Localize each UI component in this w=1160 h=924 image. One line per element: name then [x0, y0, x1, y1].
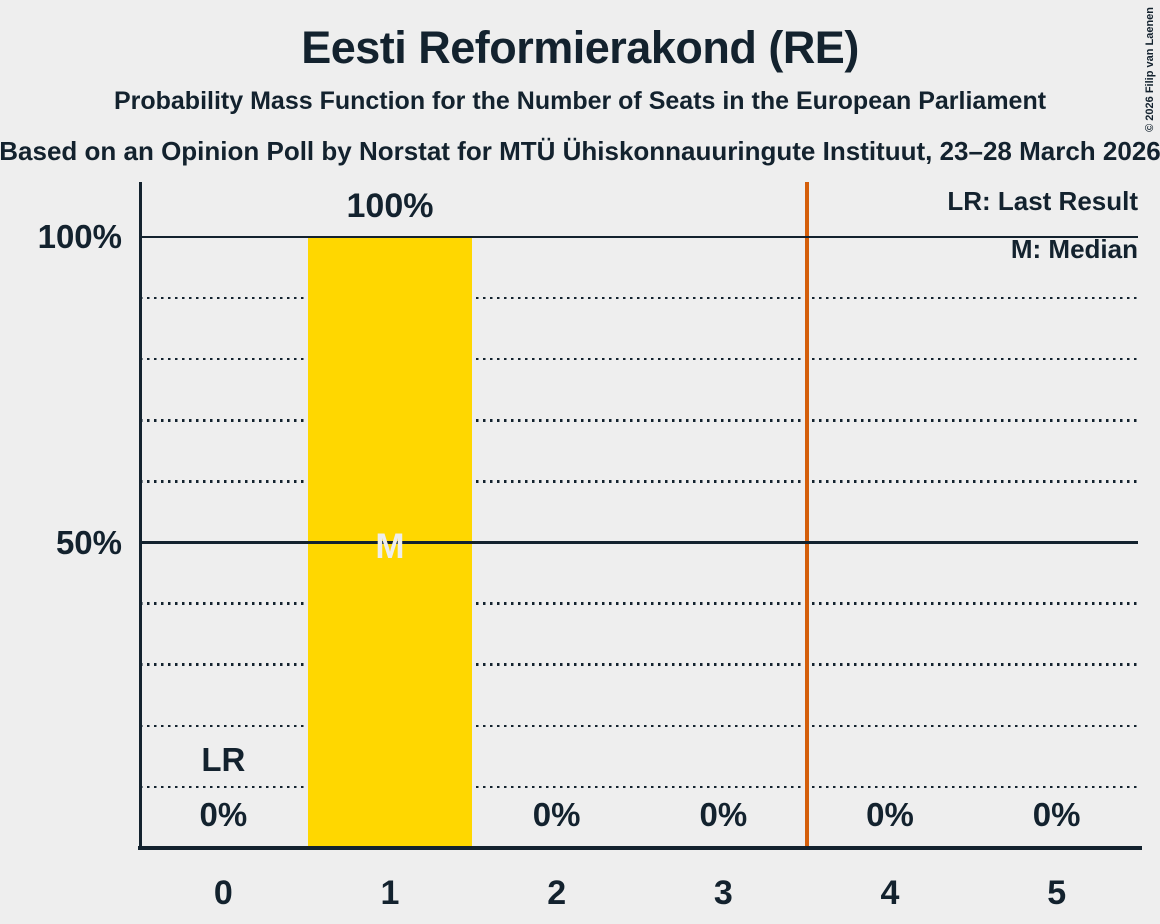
- chart-title: Eesti Reformierakond (RE): [301, 22, 859, 73]
- gridline-dotted-30pct: [140, 663, 1138, 666]
- x-axis-label-seat-4: 4: [880, 874, 900, 912]
- gridline-dotted-60pct: [140, 480, 1138, 483]
- gridline-dotted-20pct: [140, 724, 1138, 728]
- legend-last-result: LR: Last Result: [947, 186, 1138, 216]
- zero-value-label-seat-3: 0%: [699, 796, 748, 833]
- bar-value-label-seat-1: 100%: [346, 187, 434, 225]
- copyright-notice: © 2026 Filip van Laenen: [1144, 7, 1156, 132]
- gridline-solid-100pct: [140, 235, 1138, 239]
- x-axis-label-seat-1: 1: [380, 874, 400, 912]
- zero-value-label-seat-5: 0%: [1032, 796, 1081, 833]
- gridline-dotted-10pct: [140, 785, 1138, 789]
- x-axis-label-seat-0: 0: [213, 874, 233, 912]
- x-axis-label-seat-5: 5: [1047, 874, 1067, 912]
- x-axis-label-seat-2: 2: [547, 874, 567, 912]
- x-axis-line: [138, 846, 1142, 850]
- gridline-dotted-70pct: [140, 419, 1138, 422]
- gridline-dotted-40pct: [140, 602, 1138, 605]
- last-result-marker: LR: [201, 741, 246, 778]
- zero-value-label-seat-4: 0%: [866, 796, 914, 833]
- median-marker: M: [375, 526, 405, 566]
- gridline-solid-50pct: [140, 541, 1138, 544]
- y-axis-tick-label-100pct: 100%: [37, 218, 122, 255]
- x-axis-label-seat-3: 3: [713, 874, 733, 912]
- gridline-dotted-90pct: [140, 296, 1138, 300]
- chart-source-line: Based on an Opinion Poll by Norstat for …: [0, 136, 1160, 166]
- legend-median: M: Median: [1010, 234, 1138, 264]
- zero-value-label-seat-2: 0%: [532, 796, 581, 833]
- y-axis-line: [139, 182, 142, 850]
- zero-value-label-seat-0: 0%: [199, 796, 248, 833]
- gridline-dotted-80pct: [140, 357, 1138, 361]
- y-axis-tick-label-50pct: 50%: [55, 523, 122, 561]
- chart-subtitle: Probability Mass Function for the Number…: [113, 87, 1047, 115]
- majority-threshold-line: [804, 182, 809, 848]
